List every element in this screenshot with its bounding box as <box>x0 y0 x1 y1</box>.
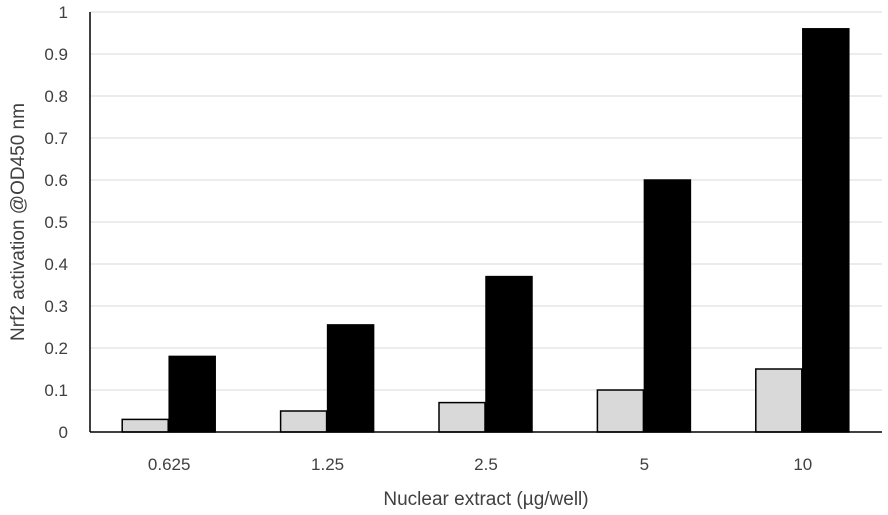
bar-series-1-10 <box>755 368 803 433</box>
y-tick-label: 0.9 <box>44 45 68 64</box>
bar-series-2-5 <box>643 179 692 433</box>
y-tick-label: 0.2 <box>44 339 68 358</box>
x-tick-label: 5 <box>640 455 649 474</box>
y-axis-tick-labels: 0 0.1 0.2 0.3 0.4 0.5 0.6 0.7 0.8 0.9 1 <box>44 3 68 442</box>
bar-series-2-10 <box>802 28 850 433</box>
y-tick-label: 0.8 <box>44 87 68 106</box>
x-tick-label: 10 <box>793 455 812 474</box>
y-tick-label: 0.6 <box>44 171 68 190</box>
bar-series-1-1.25 <box>279 410 328 433</box>
bar-series-1-2.5 <box>438 401 486 433</box>
x-axis-title: Nuclear extract (µg/well) <box>383 489 588 510</box>
bar-series-2-2.5 <box>485 275 533 433</box>
y-axis-title: Nrf2 activation @OD450 nm <box>8 103 29 341</box>
y-tick-label: 1 <box>59 3 68 22</box>
bar-series-2-1.25 <box>326 324 375 433</box>
y-tick-label: 0.4 <box>44 255 68 274</box>
x-tick-label: 2.5 <box>474 455 498 474</box>
x-axis-tick-labels: 0.625 1.25 2.5 5 10 <box>148 455 812 474</box>
y-tick-label: 0.1 <box>44 381 68 400</box>
y-tick-label: 0.3 <box>44 297 68 316</box>
bar-series-1-5 <box>596 389 645 433</box>
x-tick-label: 0.625 <box>148 455 191 474</box>
bar-series-2-0.625 <box>168 355 216 433</box>
gridlines <box>90 11 882 391</box>
y-tick-label: 0 <box>59 423 68 442</box>
y-tick-label: 0.5 <box>44 213 68 232</box>
x-tick-label: 1.25 <box>311 455 344 474</box>
bar-series-1-0.625 <box>121 418 169 433</box>
bars <box>121 28 850 433</box>
y-tick-label: 0.7 <box>44 129 68 148</box>
